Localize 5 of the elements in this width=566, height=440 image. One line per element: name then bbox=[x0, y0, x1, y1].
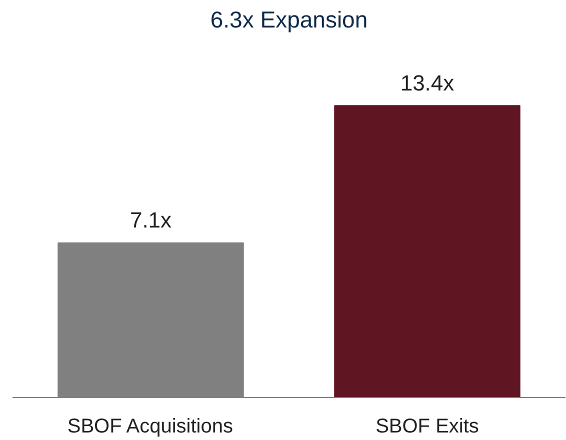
data-label: 13.4x bbox=[400, 70, 454, 96]
x-tick-label: SBOF Acquisitions bbox=[67, 416, 234, 438]
x-tick-label: SBOF Exits bbox=[376, 416, 479, 438]
text: 6.3x Expansion bbox=[210, 6, 368, 33]
data-label: 7.1x bbox=[130, 208, 172, 233]
